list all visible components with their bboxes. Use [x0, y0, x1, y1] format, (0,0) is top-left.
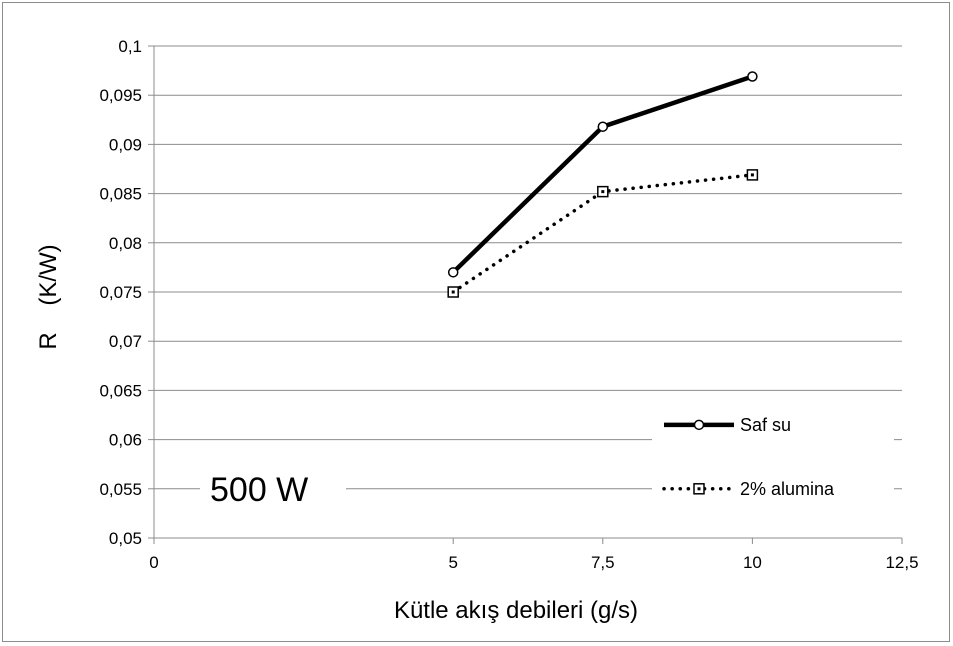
tick-labels: 0,05 0,055 0,06 0,065 0,07 0,075 0,08 0,085 0,09…	[35, 37, 919, 624]
series-1-point-center	[451, 290, 455, 294]
y-tick-label: 0,05	[109, 529, 142, 548]
series-1-point-center	[601, 190, 605, 194]
legend-label-1: 2% alumina	[740, 479, 835, 499]
annotation-box	[200, 460, 346, 517]
axes	[148, 45, 903, 544]
legend-label-0: Saf su	[740, 415, 791, 435]
y-tick-label: 0,065	[99, 381, 142, 400]
x-tick-label: 0	[149, 553, 158, 572]
x-tick-label: 12,5	[885, 553, 918, 572]
y-tick-label: 0,06	[109, 431, 142, 450]
overlay-layer: 500 W Saf su 2% alumina	[200, 398, 894, 517]
legend: Saf su 2% alumina	[652, 398, 894, 512]
series-0-point	[747, 71, 758, 82]
y-tick-label: 0,095	[99, 86, 142, 105]
legend-marker-0	[693, 419, 705, 431]
series-layer	[447, 71, 759, 298]
y-tick-label: 0,1	[118, 37, 142, 56]
x-tick-label: 5	[448, 553, 457, 572]
series-1-point-center	[750, 173, 754, 177]
legend-box	[652, 398, 894, 512]
x-axis-title: Kütle akış debileri (g/s)	[394, 597, 638, 624]
y-tick-label: 0,055	[99, 480, 142, 499]
y-axis-title: R (K/W)	[35, 244, 62, 349]
y-tick-label: 0,07	[109, 332, 142, 351]
y-tick-label: 0,08	[109, 234, 142, 253]
y-tick-label: 0,075	[99, 283, 142, 302]
series-0-point	[447, 267, 459, 278]
series-0-point	[597, 121, 609, 132]
x-tick-label: 7,5	[591, 553, 615, 572]
legend-marker-1-center	[697, 487, 701, 491]
y-tick-label: 0,085	[99, 185, 142, 204]
y-tick-label: 0,09	[109, 135, 142, 154]
annotation-label: 500 W	[210, 471, 308, 509]
x-tick-label: 10	[743, 553, 762, 572]
